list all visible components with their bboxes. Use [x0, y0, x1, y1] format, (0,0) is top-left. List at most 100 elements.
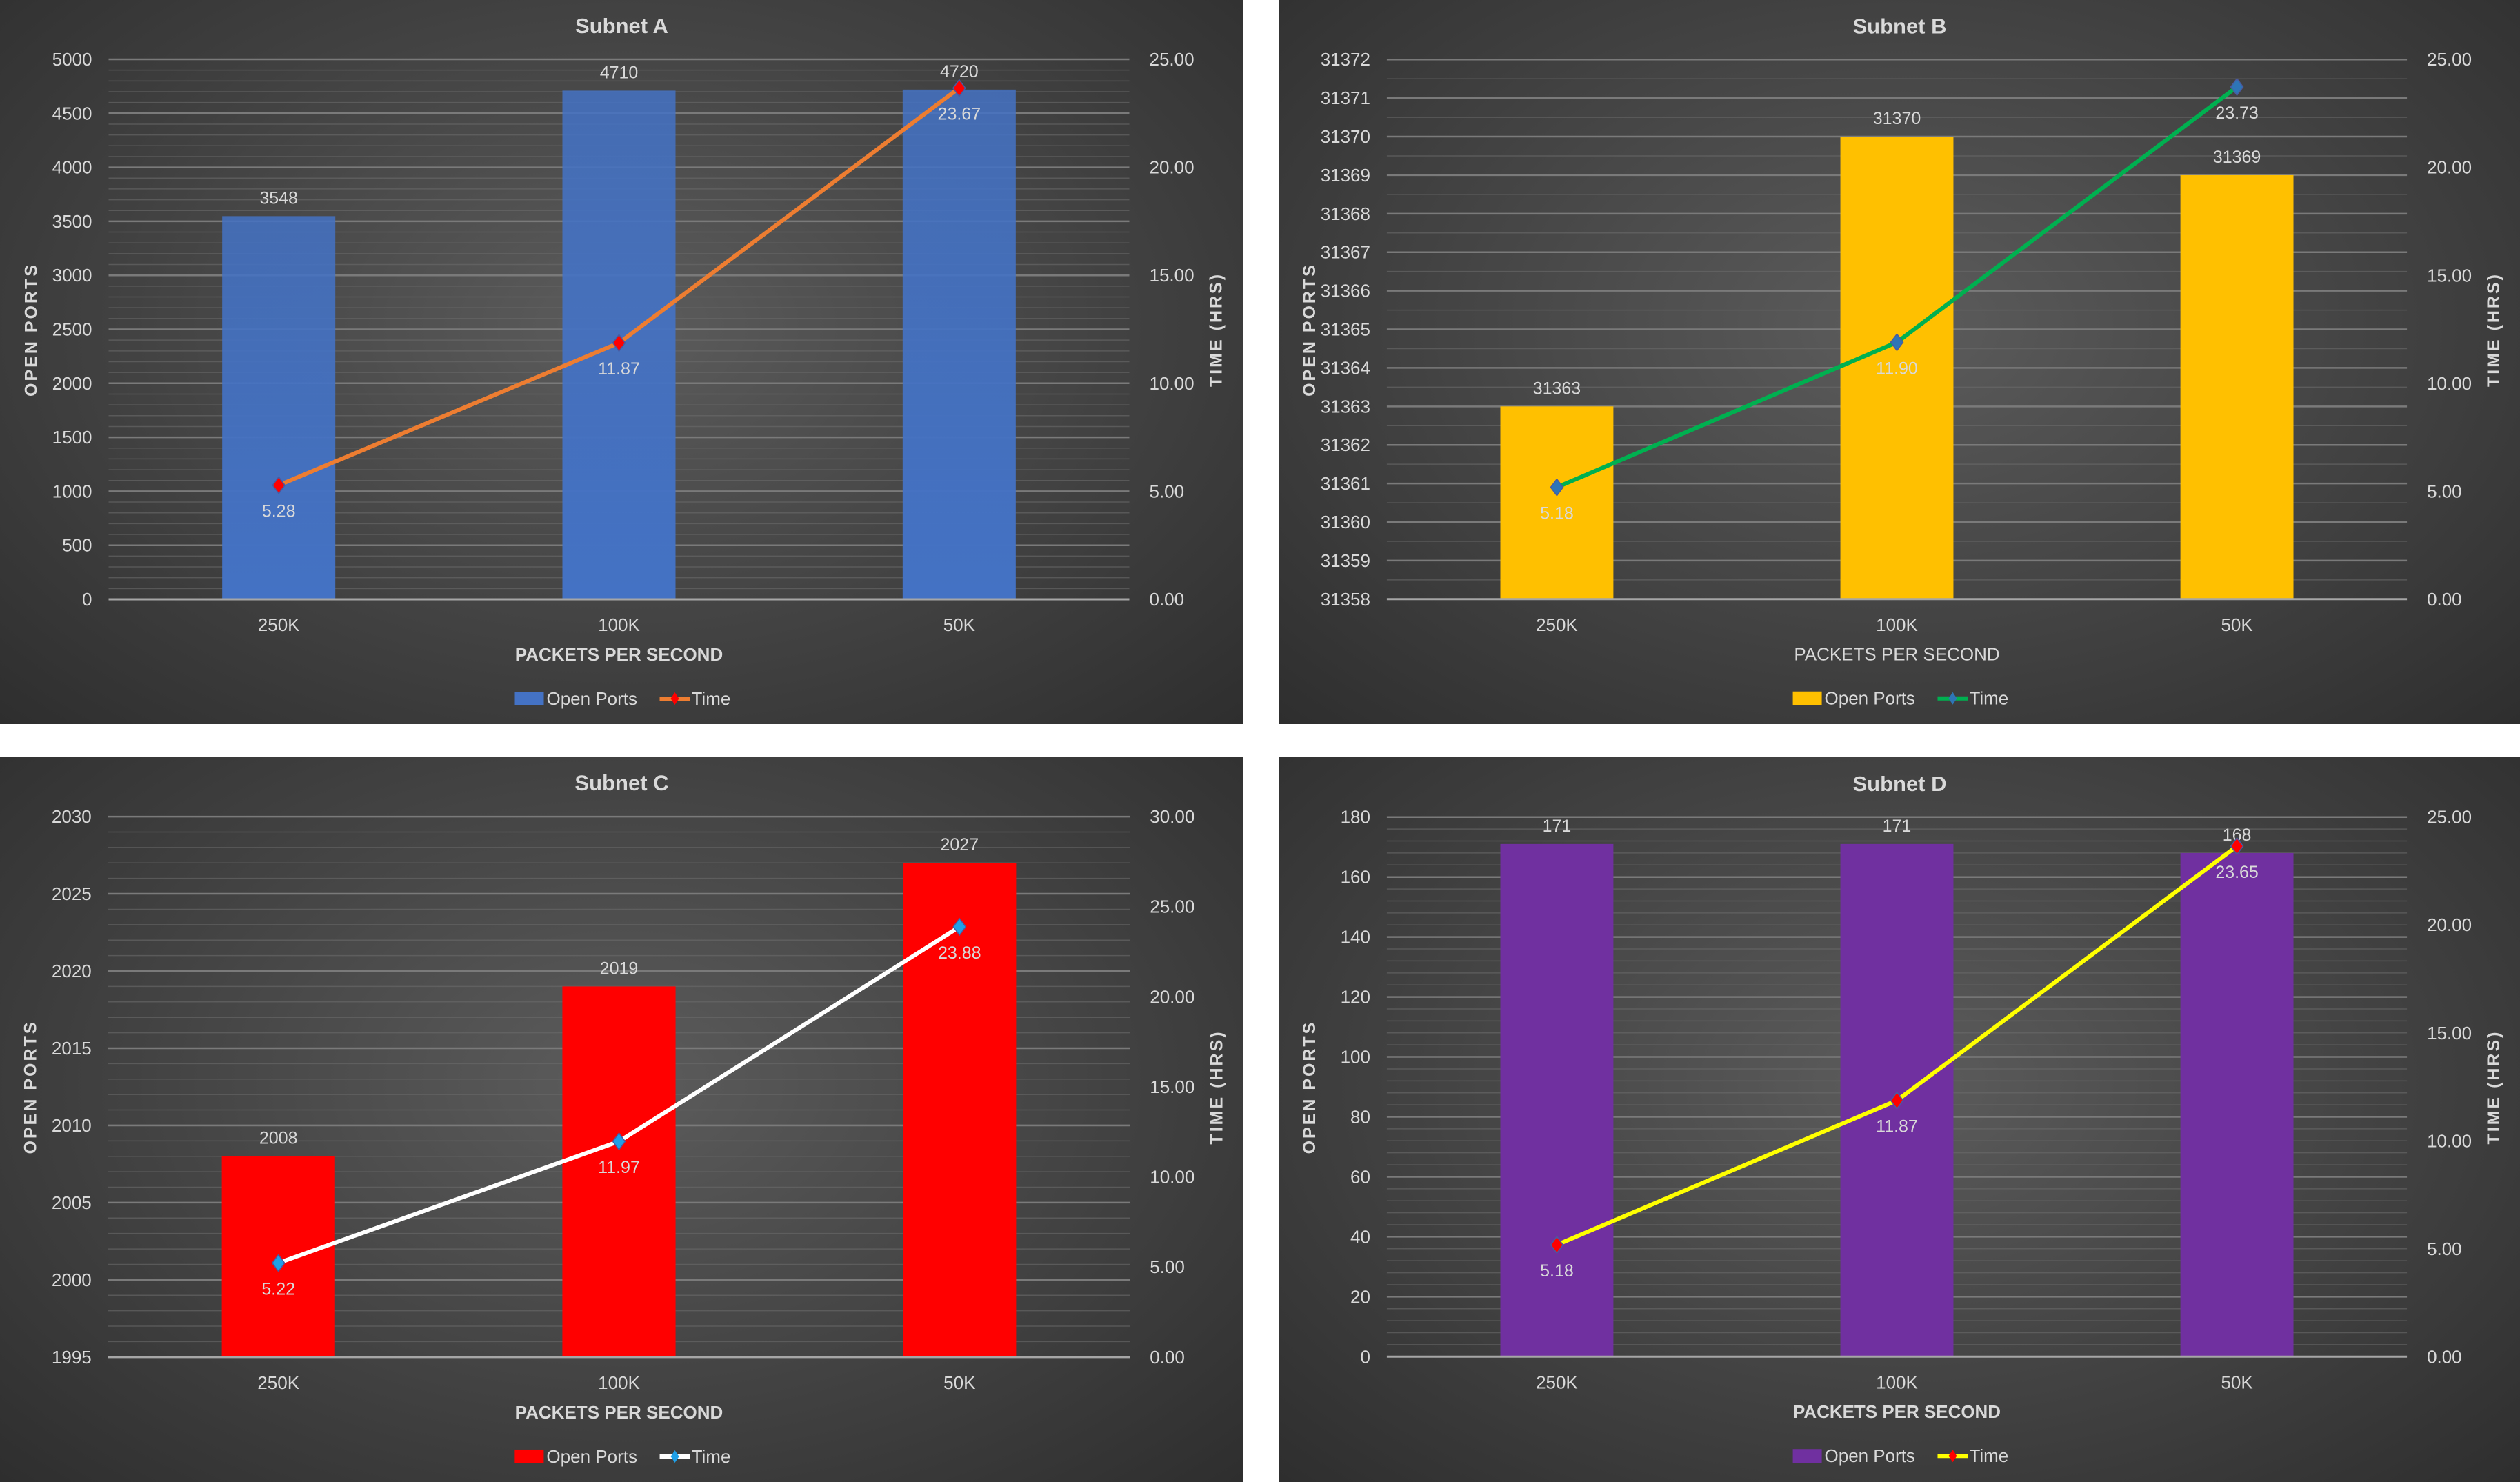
y-tick-label: 31371 — [1321, 88, 1370, 108]
line-data-label: 11.97 — [598, 1158, 640, 1177]
y-tick-label: 4000 — [52, 157, 92, 178]
time-marker — [1890, 1091, 1904, 1110]
line-data-label: 5.18 — [1540, 504, 1574, 523]
y-tick-label: 120 — [1341, 987, 1370, 1008]
y-tick-label: 31359 — [1321, 550, 1370, 571]
y-tick-label: 1995 — [52, 1347, 92, 1368]
chart-subnet-d: 0 20 40 60 80 100 120 140 160 180 0.00 5.00 10.00 15.… — [1279, 757, 2520, 1482]
bar-open-ports — [903, 863, 1017, 1357]
time-marker — [272, 476, 286, 494]
y2-tick-label: 30.00 — [1150, 806, 1194, 827]
y2-tick-label: 25.00 — [2427, 807, 2472, 828]
y-tick-label: 5000 — [52, 49, 92, 70]
y-tick-label: 140 — [1341, 927, 1370, 948]
legend-marker-time — [670, 692, 679, 705]
y-tick-label: 160 — [1341, 867, 1370, 888]
x-tick-label: 250K — [257, 1372, 299, 1393]
legend-label-time: Time — [692, 1446, 731, 1467]
time-marker — [1890, 333, 1904, 352]
bar-data-label: 31370 — [1873, 109, 1921, 128]
y2-tick-label: 5.00 — [1150, 1256, 1185, 1277]
chart-svg: 0 20 40 60 80 100 120 140 160 180 0.00 5.00 10.00 15.… — [1300, 772, 2503, 1466]
x-axis-title: PACKETS PER SECOND — [1793, 1401, 2001, 1422]
legend-swatch-open-ports — [1792, 1449, 1822, 1463]
x-tick-label: 250K — [1536, 614, 1578, 635]
x-tick-label: 250K — [258, 614, 300, 635]
y-tick-label: 31364 — [1321, 357, 1370, 378]
y-tick-label: 0 — [1360, 1346, 1370, 1367]
y2-tick-label: 5.00 — [2427, 481, 2462, 501]
y-tick-label: 60 — [1350, 1166, 1370, 1187]
y-tick-label: 180 — [1341, 807, 1370, 828]
time-marker — [952, 917, 967, 937]
line-data-label: 11.87 — [598, 359, 640, 379]
y-tick-label: 100 — [1341, 1047, 1370, 1068]
y2-axis-title: TIME (HRS) — [1207, 1030, 1226, 1144]
bar-open-ports — [1500, 406, 1614, 599]
bar-data-label: 4710 — [600, 63, 639, 82]
y-tick-label: 2030 — [52, 806, 92, 827]
y2-tick-label: 0.00 — [2427, 589, 2462, 610]
y2-tick-label: 0.00 — [2427, 1346, 2462, 1367]
x-axis-title: PACKETS PER SECOND — [1794, 644, 1999, 665]
y-tick-label: 31366 — [1321, 281, 1370, 301]
y-tick-label: 1000 — [52, 481, 92, 501]
y-tick-label: 0 — [82, 589, 92, 610]
chart-subnet-a: 0 500 1000 1500 2000 2500 3000 3500 4000 4500 5000… — [0, 0, 1243, 724]
bar-open-ports — [2180, 174, 2294, 599]
x-tick-label: 100K — [598, 614, 640, 635]
y-tick-label: 40 — [1350, 1226, 1370, 1247]
legend-label-open-ports: Open Ports — [1825, 1445, 1915, 1466]
y-axis-title: OPEN PORTS — [21, 1020, 41, 1154]
legend-label-open-ports: Open Ports — [546, 1446, 637, 1467]
x-tick-label: 50K — [2221, 1372, 2253, 1392]
chart-svg: 0 500 1000 1500 2000 2500 3000 3500 4000 4500 5000… — [22, 14, 1226, 709]
y2-axis-title: TIME (HRS) — [1207, 272, 1226, 387]
line-data-label: 23.73 — [2215, 103, 2258, 123]
legend-label-open-ports: Open Ports — [1825, 688, 1915, 709]
y-tick-label: 2025 — [52, 883, 92, 904]
y-tick-label: 2500 — [52, 319, 92, 340]
legend-swatch-open-ports — [514, 692, 544, 705]
legend-label-open-ports: Open Ports — [547, 688, 638, 709]
y2-tick-label: 20.00 — [2427, 914, 2472, 935]
y-tick-label: 500 — [62, 535, 92, 556]
y2-tick-label: 10.00 — [1150, 373, 1194, 394]
y-tick-label: 31361 — [1321, 473, 1370, 494]
chart-subnet-b: 31358 31359 31360 31361 31362 31363 31364 31365… — [1279, 0, 2520, 724]
bar-data-label: 4720 — [940, 62, 979, 81]
y2-tick-label: 0.00 — [1150, 589, 1185, 610]
chart-title: Subnet B — [1853, 14, 1947, 38]
y-tick-label: 80 — [1350, 1106, 1370, 1127]
y-axis-title: OPEN PORTS — [1300, 263, 1319, 397]
x-tick-label: 50K — [943, 614, 976, 635]
y-tick-label: 31369 — [1321, 165, 1370, 186]
bar-data-label: 2019 — [600, 959, 639, 978]
y-tick-label: 31360 — [1321, 512, 1370, 532]
bar-data-label: 2027 — [940, 835, 979, 854]
y2-tick-label: 10.00 — [1150, 1167, 1194, 1188]
y2-tick-label: 5.00 — [2427, 1239, 2462, 1259]
y-tick-label: 31362 — [1321, 434, 1370, 455]
line-data-label: 23.65 — [2215, 863, 2258, 882]
legend-swatch-open-ports — [1792, 691, 1822, 705]
y-tick-label: 3500 — [52, 211, 92, 232]
y2-tick-label: 15.00 — [2427, 265, 2472, 286]
y-tick-label: 2000 — [52, 373, 92, 394]
bar-open-ports — [562, 986, 676, 1357]
bar-data-label: 31369 — [2213, 148, 2261, 167]
x-tick-label: 100K — [1876, 614, 1918, 635]
time-marker — [2230, 77, 2244, 97]
x-axis-title: PACKETS PER SECOND — [515, 1402, 723, 1423]
y2-tick-label: 0.00 — [1150, 1347, 1185, 1368]
bar-open-ports — [1840, 137, 1954, 599]
chart-svg: 1995 2000 2005 2010 2015 2020 2025 2030 0.00 5.00… — [21, 771, 1227, 1467]
y-tick-label: 2000 — [52, 1270, 92, 1290]
x-tick-label: 100K — [1876, 1372, 1918, 1392]
y-tick-label: 31363 — [1321, 396, 1370, 417]
y2-tick-label: 10.00 — [2427, 373, 2472, 394]
y2-tick-label: 20.00 — [1150, 986, 1194, 1007]
time-marker — [612, 1132, 626, 1151]
bar-data-label: 3548 — [259, 188, 298, 208]
legend-label-time: Time — [1969, 688, 2008, 709]
